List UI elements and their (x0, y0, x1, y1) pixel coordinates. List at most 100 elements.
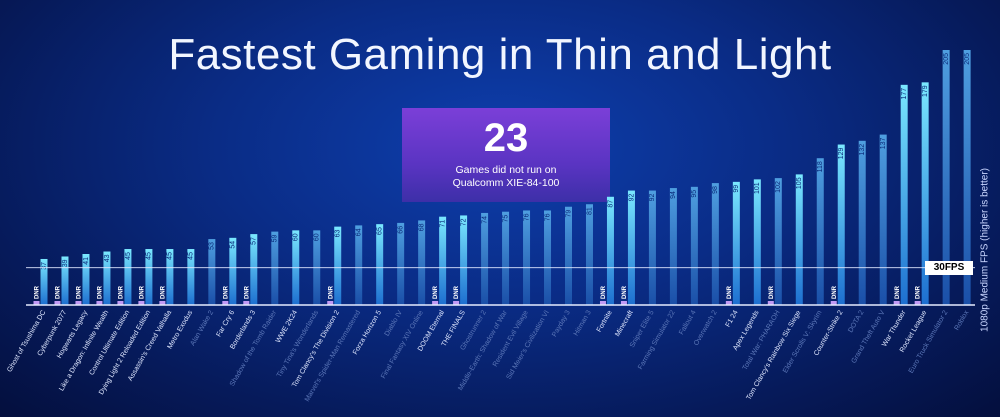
x-tick-label-28: Minecraft (614, 309, 634, 337)
bar-value-label-29: 92 (649, 193, 656, 201)
bar-21 (481, 212, 489, 305)
bar-value-label-19: 71 (439, 220, 446, 228)
bar-16 (376, 224, 384, 305)
x-tick-label-8: Alan Wake 2 (189, 309, 215, 347)
bar-value-label-14: 63 (335, 230, 342, 238)
bar-6 (166, 249, 174, 305)
bar-0 (40, 258, 48, 305)
callout-text: Games did not run on Qualcomm XIE-84-100 (402, 164, 610, 190)
bar-value-label-12: 60 (293, 233, 300, 241)
x-tick-label-27: Fortnite (596, 309, 614, 333)
bar-29 (648, 190, 656, 305)
callout-number: 23 (483, 116, 529, 160)
bar-value-label-8: 53 (209, 242, 216, 250)
dnr-label-3: DNR (98, 285, 104, 299)
bar-3 (103, 251, 111, 305)
bar-value-label-13: 60 (314, 233, 321, 241)
dnr-label-35: DNR (769, 285, 775, 299)
dnr-label-1: DNR (56, 285, 62, 299)
bar-18 (418, 220, 426, 305)
bar-value-label-44: 205 (964, 53, 971, 65)
dnr-marker-20 (453, 301, 460, 305)
dnr-marker-1 (54, 301, 61, 305)
x-tick-label-17: Diablo IV (384, 309, 404, 337)
bar-value-label-31: 95 (691, 190, 698, 198)
bar-value-label-23: 76 (523, 213, 530, 221)
bar-30 (669, 188, 677, 305)
bar-value-label-34: 101 (754, 182, 761, 194)
bar-value-label-42: 179 (922, 85, 929, 97)
dnr-marker-10 (243, 301, 250, 305)
bar-37 (816, 158, 824, 305)
bar-value-label-15: 64 (356, 228, 363, 236)
dnr-label-28: DNR (622, 285, 628, 299)
bar-value-label-43: 205 (943, 53, 950, 65)
bar-14 (334, 226, 342, 305)
bar-value-label-40: 137 (880, 137, 887, 149)
dnr-label-0: DNR (35, 285, 41, 299)
bar-value-label-37: 118 (817, 161, 824, 172)
x-tick-label-12: WWE 2K24 (275, 309, 299, 344)
dnr-label-33: DNR (727, 285, 733, 299)
bar-value-label-6: 45 (167, 252, 174, 260)
bar-20 (460, 215, 468, 305)
bar-value-label-11: 59 (272, 235, 279, 243)
bar-value-label-10: 57 (251, 237, 258, 245)
bar-28 (627, 190, 635, 305)
dnr-marker-35 (767, 301, 774, 305)
bar-33 (732, 181, 740, 305)
bar-24 (544, 210, 552, 305)
dnr-marker-41 (893, 301, 900, 305)
dnr-marker-3 (96, 301, 103, 305)
dnr-marker-9 (222, 301, 229, 305)
bar-value-label-30: 94 (670, 191, 677, 199)
bar-31 (690, 186, 698, 305)
chart-title: Fastest Gaming in Thin and Light (168, 30, 832, 79)
bar-value-label-22: 75 (502, 215, 509, 223)
bar-42 (921, 82, 929, 305)
dnr-label-9: DNR (223, 285, 229, 299)
bar-value-label-4: 45 (125, 252, 132, 260)
bar-7 (187, 249, 195, 305)
dnr-label-19: DNR (433, 285, 439, 299)
bar-value-label-39: 132 (859, 144, 866, 156)
bar-value-label-17: 66 (398, 226, 405, 234)
dnr-label-6: DNR (160, 285, 166, 299)
dnr-label-41: DNR (895, 285, 901, 299)
bar-value-label-25: 79 (565, 210, 572, 218)
bar-value-label-27: 87 (607, 200, 614, 208)
dnr-marker-42 (914, 301, 921, 305)
x-tick-label-24: Sid Meier's Civilization VI (506, 309, 551, 380)
bar-15 (355, 225, 363, 305)
x-tick-label-37: Elder Scrolls V: Skyrim (782, 309, 824, 374)
dnr-marker-2 (75, 301, 82, 305)
bar-value-label-36: 105 (796, 177, 803, 189)
x-tick-label-31: Fallout 4 (678, 309, 698, 336)
dnr-label-10: DNR (244, 285, 250, 299)
dnr-marker-14 (327, 301, 334, 305)
x-tick-label-4: Control Ultimate Edition (88, 309, 131, 376)
bar-36 (795, 174, 803, 305)
x-tick-label-30: Farming Simulator 22 (637, 309, 677, 371)
bar-25 (565, 206, 572, 305)
x-tick-label-26: Hitman 3 (573, 309, 593, 337)
x-tick-label-25: Payday 3 (551, 309, 572, 338)
dnr-marker-28 (620, 301, 627, 305)
bar-44 (963, 50, 971, 305)
x-tick-label-39: DOTA 2 (847, 309, 865, 334)
bar-value-label-0: 37 (41, 262, 48, 270)
x-tick-label-9: Far Cry 6 (216, 309, 237, 338)
bar-1 (61, 256, 69, 305)
bar-27 (606, 196, 614, 305)
bar-value-label-2: 41 (83, 257, 90, 265)
x-tick-label-13: Tiny Tina's Wonderlands (276, 309, 320, 379)
bar-10 (250, 234, 258, 305)
bar-value-label-38: 129 (838, 147, 845, 159)
bar-value-label-32: 98 (712, 186, 719, 194)
dnr-marker-19 (432, 301, 439, 305)
bar-23 (523, 210, 531, 305)
bar-value-label-21: 74 (481, 216, 488, 224)
dnr-marker-33 (725, 301, 732, 305)
dnr-label-4: DNR (118, 285, 124, 299)
bars-group: 37 DNR 39 DNR 41 DNR 43 DNR 45 DNR 45 DNR 45 DNR 45 53 5… (33, 50, 971, 305)
